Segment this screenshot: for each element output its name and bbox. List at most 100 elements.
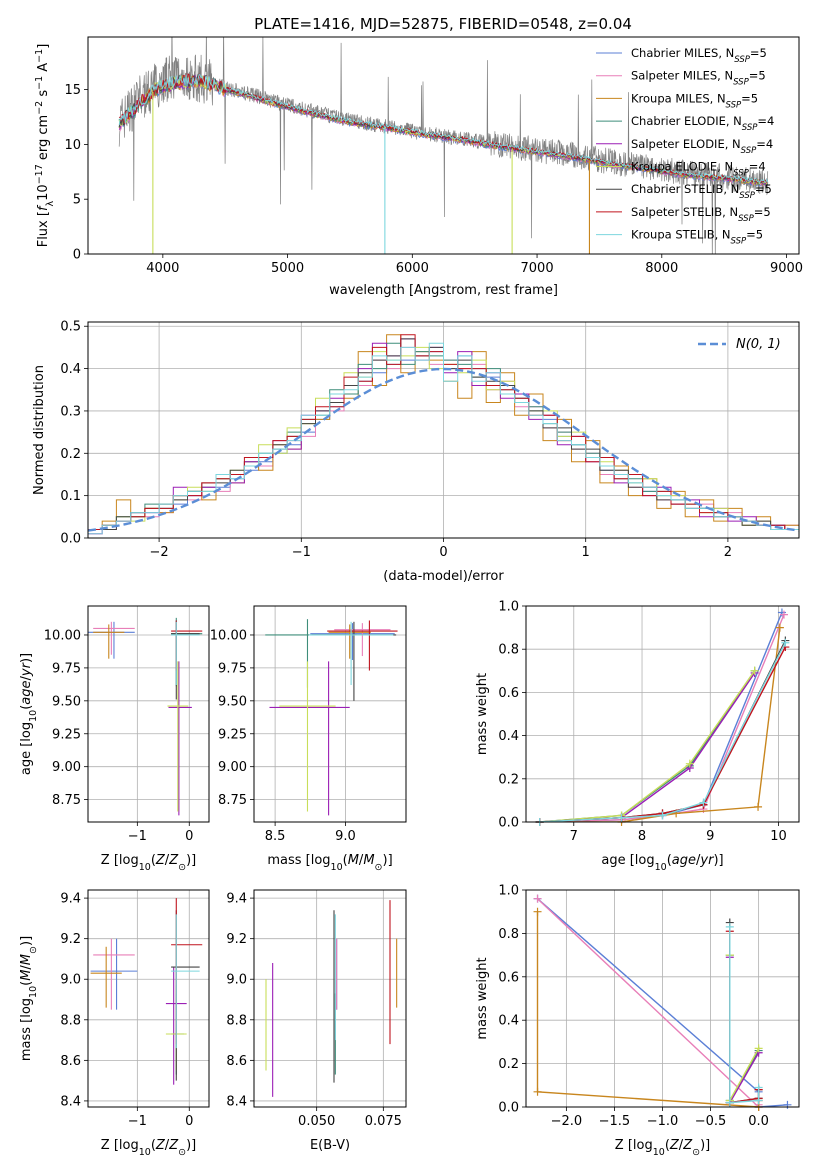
x-tick-label: 8.5 xyxy=(265,829,286,844)
y-tick-label: 9.0 xyxy=(226,973,247,988)
y-tick-label: 8.6 xyxy=(60,1054,81,1069)
mass-weight-marker xyxy=(533,894,542,903)
axes-frame xyxy=(87,605,210,823)
y-tick-label: 8.75 xyxy=(52,793,81,808)
residuals-panel: −2 −1 0 1 2 0.0 0.1 0.2 0.3 0.4 0.5 (data-model)/er… xyxy=(32,320,800,584)
y-tick-label: 9.0 xyxy=(60,973,81,988)
legend-entry: Kroupa MILES, NSSP=5 xyxy=(631,91,758,110)
axes-frame xyxy=(87,889,210,1108)
y-tick-label: 0.5 xyxy=(60,320,81,335)
y-tick-label: 8.4 xyxy=(226,1094,247,1109)
x-tick-label: 8 xyxy=(638,829,646,844)
mass-weight-marker xyxy=(775,623,784,632)
age-vs-mass-panel: 8.5 9.0 8.75 9.00 9.25 9.50 9.75 10.00 mass [log… xyxy=(210,605,407,873)
y-tick-label: 0.4 xyxy=(60,362,81,377)
massweight-vs-age-panel: 7 8 9 10 0.0 0.2 0.4 0.6 0.8 1.0 age [log10(age/yr… xyxy=(475,600,800,873)
y-axis-label: Normed distribution xyxy=(32,365,47,495)
y-tick-label: 0 xyxy=(73,248,81,263)
y-tick-label: 9.75 xyxy=(52,661,81,676)
mass-weight-line xyxy=(539,612,783,822)
mass-weight-marker xyxy=(779,610,788,619)
x-tick-label: −2 xyxy=(150,545,169,560)
mass-weight-line xyxy=(539,672,756,822)
y-tick-label: 0.2 xyxy=(498,1057,519,1072)
mass-weight-line xyxy=(539,640,786,822)
mass-weight-line xyxy=(729,926,760,1104)
x-tick-label: 9000 xyxy=(770,261,803,276)
x-tick-label: −1 xyxy=(128,829,147,844)
mass-weight-line xyxy=(539,670,756,822)
x-tick-label: −0.5 xyxy=(695,1114,727,1129)
x-tick-label: −1 xyxy=(128,1114,147,1129)
mass-weight-line xyxy=(539,642,786,822)
y-tick-label: 1.0 xyxy=(498,600,519,615)
y-tick-label: 9.50 xyxy=(218,694,247,709)
y-tick-label: 0.1 xyxy=(60,489,81,504)
mass-weight-line xyxy=(536,911,760,1107)
y-tick-label: 0.8 xyxy=(498,927,519,942)
y-axis-label: mass [log10(M/M⊙)] xyxy=(19,936,39,1061)
y-tick-label: 0.8 xyxy=(498,643,519,658)
y-tick-label: 0.3 xyxy=(60,404,81,419)
y-tick-label: 9.2 xyxy=(226,932,247,947)
x-tick-label: 10 xyxy=(770,829,787,844)
y-tick-label: 8.75 xyxy=(218,793,247,808)
x-axis-label: mass [log10(M/M⊙)] xyxy=(267,853,392,873)
x-tick-label: 1 xyxy=(582,545,590,560)
legend-entry: Kroupa STELIB, NSSP=5 xyxy=(631,228,763,247)
axes-frame xyxy=(525,889,800,1108)
y-tick-label: 0.6 xyxy=(498,686,519,701)
y-tick-label: 9.2 xyxy=(60,932,81,947)
y-tick-label: 0.0 xyxy=(498,1101,519,1116)
y-tick-label: 0.2 xyxy=(498,772,519,787)
mass-weight-marker xyxy=(777,608,786,617)
x-axis-label: Z [log10(Z/Z⊙)] xyxy=(101,853,196,873)
x-tick-label: 0.075 xyxy=(365,1114,402,1129)
model-spectrum-line xyxy=(118,74,769,184)
y-tick-label: 0.0 xyxy=(498,816,519,831)
mass-weight-marker xyxy=(658,811,667,820)
y-tick-label: 10.00 xyxy=(210,628,247,643)
x-tick-label: 7000 xyxy=(521,261,554,276)
mass-weight-marker xyxy=(750,666,759,675)
y-tick-label: 0.2 xyxy=(60,447,81,462)
x-tick-label: −1.0 xyxy=(647,1114,679,1129)
legend-entry: N(0, 1) xyxy=(736,337,781,352)
x-tick-label: 4000 xyxy=(146,261,179,276)
legend-entry: Kroupa ELODIE, NSSP=4 xyxy=(631,160,766,179)
y-tick-label: 0.0 xyxy=(60,532,81,547)
figure-title: PLATE=1416, MJD=52875, FIBERID=0548, z=0… xyxy=(254,15,632,33)
y-tick-label: 9.00 xyxy=(52,760,81,775)
y-tick-label: 9.4 xyxy=(60,892,81,907)
x-tick-label: 6000 xyxy=(396,261,429,276)
mass-weight-marker xyxy=(754,1096,763,1105)
x-tick-label: −1.5 xyxy=(599,1114,631,1129)
x-tick-label: −2.0 xyxy=(551,1114,583,1129)
y-tick-label: 15 xyxy=(64,83,81,98)
y-tick-label: 8.8 xyxy=(60,1013,81,1028)
y-tick-label: 10 xyxy=(64,138,81,153)
mass-weight-marker xyxy=(754,802,763,811)
x-tick-label: 0 xyxy=(185,1114,193,1129)
y-tick-label: 8.4 xyxy=(60,1094,81,1109)
legend-entry: Chabrier ELODIE, NSSP=4 xyxy=(631,114,774,133)
y-tick-label: 9.25 xyxy=(52,727,81,742)
mass-weight-line xyxy=(729,957,760,1106)
mass-weight-marker xyxy=(725,1098,734,1107)
axes-frame xyxy=(525,605,800,823)
spectrum-panel: 4000 5000 6000 7000 8000 9000 0 5 10 15 wavelength… xyxy=(34,36,803,298)
x-tick-label: 0.0 xyxy=(748,1114,769,1129)
y-axis-label: Flux [fλ10−17 erg cm−2 s−1 A−1] xyxy=(34,44,56,248)
y-axis-label: mass weight xyxy=(475,673,490,755)
y-tick-label: 1.0 xyxy=(498,884,519,899)
mass-weight-marker xyxy=(725,922,734,931)
x-tick-label: 8000 xyxy=(645,261,678,276)
legend-entry: Chabrier MILES, NSSP=5 xyxy=(631,46,767,65)
mass-weight-marker xyxy=(754,1044,763,1053)
x-axis-label: (data-model)/error xyxy=(383,569,504,584)
x-tick-label: 0.050 xyxy=(298,1114,335,1129)
mass-weight-marker xyxy=(754,1083,763,1092)
x-tick-label: 0 xyxy=(185,829,193,844)
y-tick-label: 9.00 xyxy=(218,760,247,775)
